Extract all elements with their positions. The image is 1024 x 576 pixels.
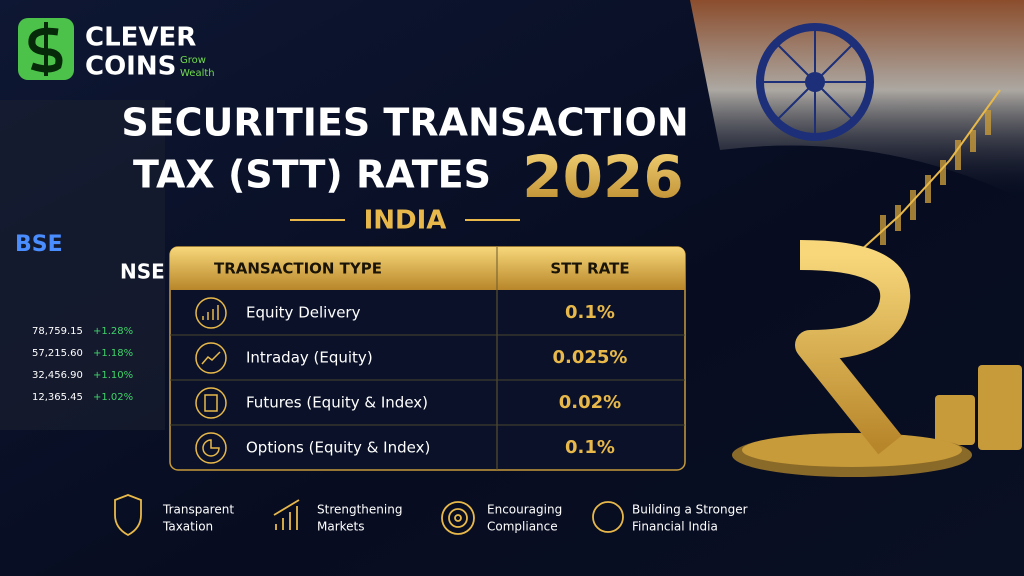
logo-tagline: Grow — [180, 55, 206, 66]
row-rate: 0.1% — [565, 437, 615, 458]
exchange: BSE — [15, 232, 63, 257]
title: TAX (STT) RATES — [133, 153, 491, 197]
column-header: STT RATE — [550, 260, 629, 278]
quote-value: 12,365.45 — [32, 392, 83, 403]
quote-value: 57,215.60 — [32, 348, 83, 359]
row-type: Options (Equity & Index) — [246, 439, 430, 457]
logo-icon — [18, 18, 74, 80]
row-type: Intraday (Equity) — [246, 349, 373, 367]
feature-text: Transparent — [162, 503, 234, 517]
row-type: Futures (Equity & Index) — [246, 394, 428, 412]
quote-value: 32,456.90 — [32, 370, 83, 381]
chakra-spokes — [760, 27, 870, 137]
row-rate: 0.1% — [565, 302, 615, 323]
feature-text: Strengthening — [317, 503, 402, 517]
feature-text: Taxation — [162, 520, 213, 534]
quote-value: 78,759.15 — [32, 326, 83, 337]
logo-line1: CLEVER — [85, 23, 196, 53]
column-header: TRANSACTION TYPE — [214, 260, 382, 278]
feature-text: Financial India — [632, 520, 718, 534]
quote-change: +1.10% — [93, 370, 133, 381]
feature-text: Building a Stronger — [632, 503, 748, 517]
subtitle: INDIA — [364, 206, 447, 236]
feature-text: Encouraging — [487, 503, 562, 517]
pedestal-top — [742, 433, 962, 467]
feature-text: Markets — [317, 520, 365, 534]
trend-line — [849, 89, 1001, 261]
quotes: 78,759.15 +1.28% 57,215.60 +1.18% 32,456… — [32, 326, 133, 403]
title: SECURITIES TRANSACTION — [121, 101, 688, 145]
rupee-symbol — [785, 240, 935, 455]
footer — [114, 494, 624, 537]
quote-change: +1.18% — [93, 348, 133, 359]
logo-tagline: Wealth — [180, 68, 215, 79]
quote-change: +1.28% — [93, 326, 133, 337]
feature-text: Compliance — [487, 520, 558, 534]
exchange: NSE — [120, 260, 165, 284]
year: 2026 — [522, 143, 683, 211]
rates-table: TRANSACTION TYPE STT RATE Equity Deliver… — [169, 246, 686, 471]
quote-change: +1.02% — [93, 392, 133, 403]
coin-stacks — [935, 365, 1022, 450]
row-rate: 0.025% — [553, 347, 628, 368]
logo-line2: COINS — [85, 52, 176, 82]
row-rate: 0.02% — [559, 392, 621, 413]
buildings — [0, 100, 165, 430]
row-type: Equity Delivery — [246, 304, 361, 322]
